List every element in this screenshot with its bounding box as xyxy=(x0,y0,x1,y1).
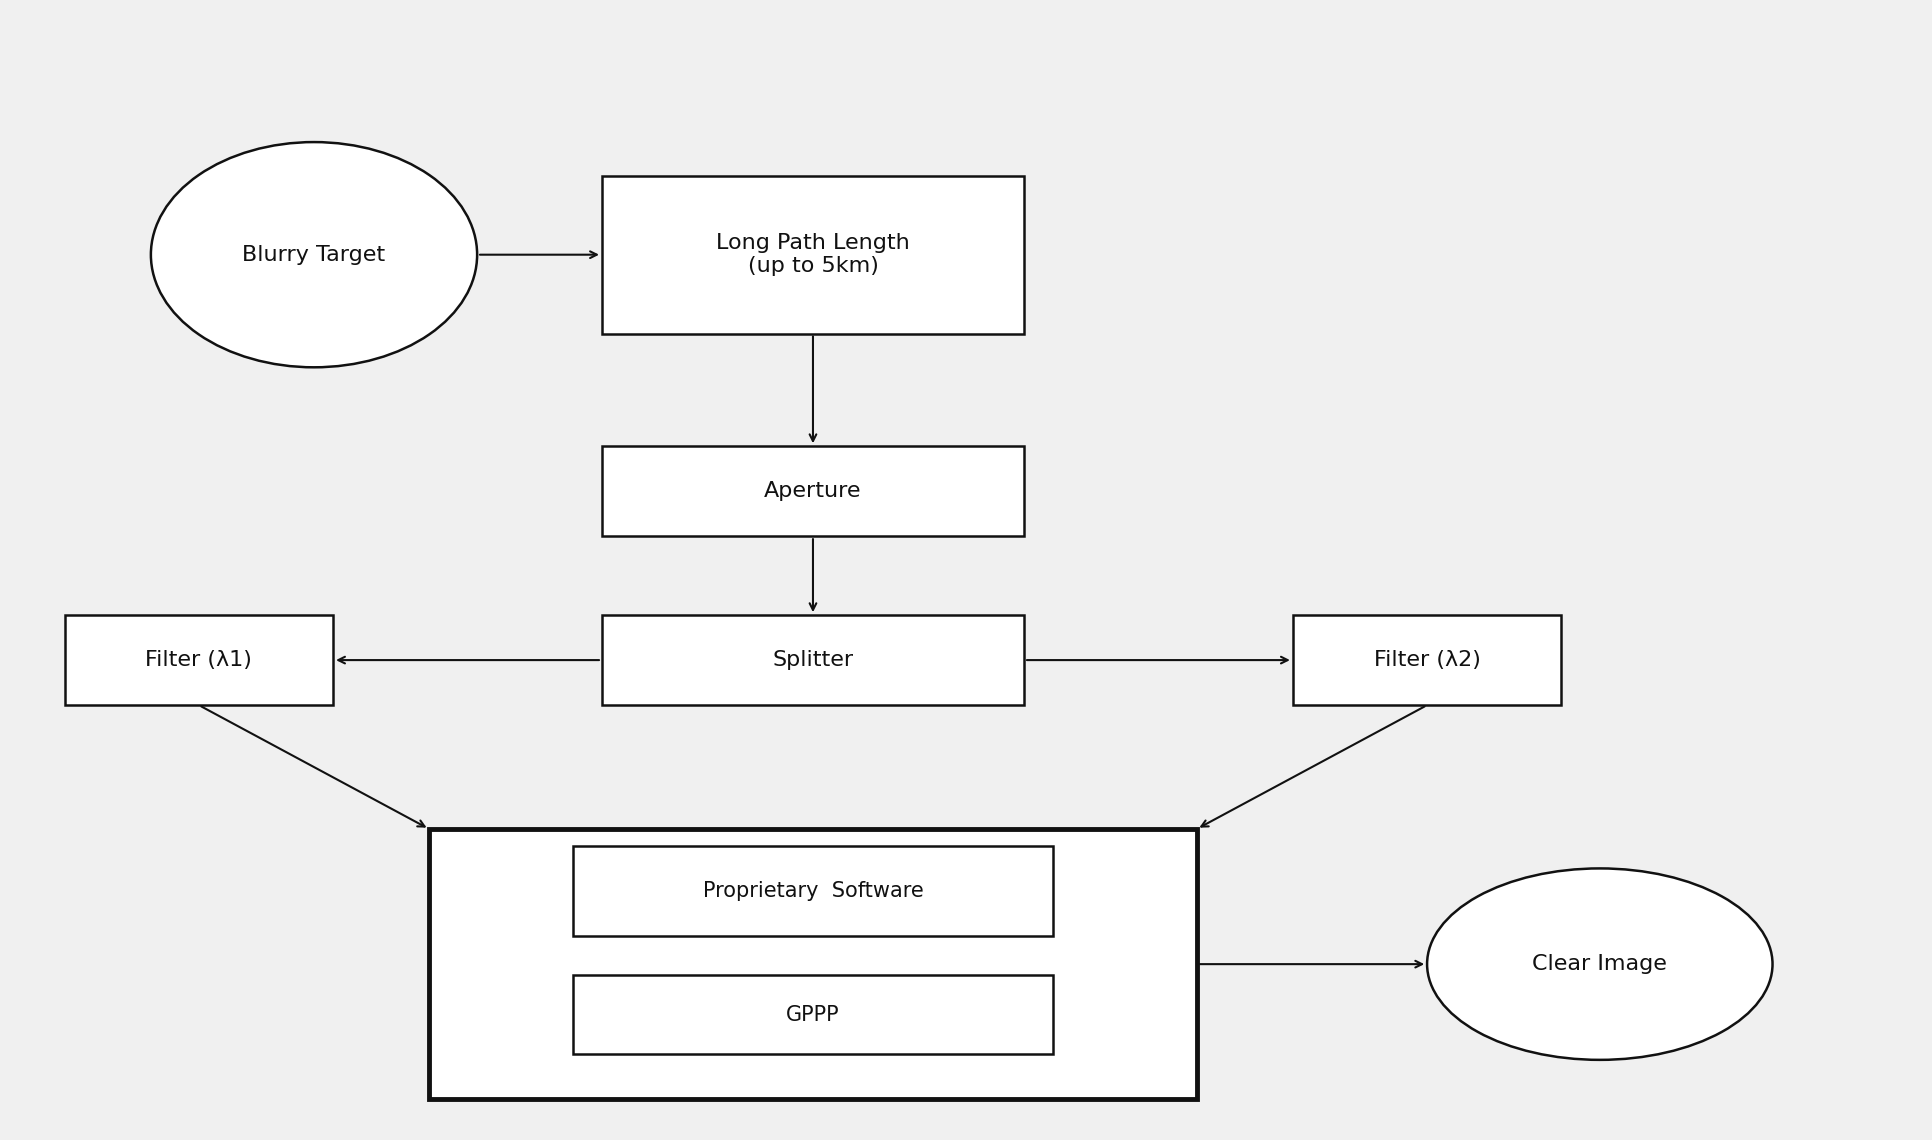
FancyBboxPatch shape xyxy=(601,616,1024,706)
FancyBboxPatch shape xyxy=(429,829,1196,1099)
FancyBboxPatch shape xyxy=(601,176,1024,334)
Text: Filter (λ2): Filter (λ2) xyxy=(1374,650,1480,670)
FancyBboxPatch shape xyxy=(572,846,1053,936)
Text: Filter (λ1): Filter (λ1) xyxy=(145,650,253,670)
Text: Proprietary  Software: Proprietary Software xyxy=(701,881,923,901)
Ellipse shape xyxy=(1426,869,1772,1060)
Text: Blurry Target: Blurry Target xyxy=(242,245,384,264)
FancyBboxPatch shape xyxy=(572,976,1053,1054)
Ellipse shape xyxy=(151,142,477,367)
Text: GPPP: GPPP xyxy=(786,1004,838,1025)
FancyBboxPatch shape xyxy=(1293,616,1561,706)
Text: Aperture: Aperture xyxy=(763,481,862,502)
Text: Clear Image: Clear Image xyxy=(1532,954,1667,975)
Text: Long Path Length
(up to 5km): Long Path Length (up to 5km) xyxy=(715,233,910,276)
FancyBboxPatch shape xyxy=(601,446,1024,536)
Text: Splitter: Splitter xyxy=(773,650,854,670)
FancyBboxPatch shape xyxy=(64,616,332,706)
